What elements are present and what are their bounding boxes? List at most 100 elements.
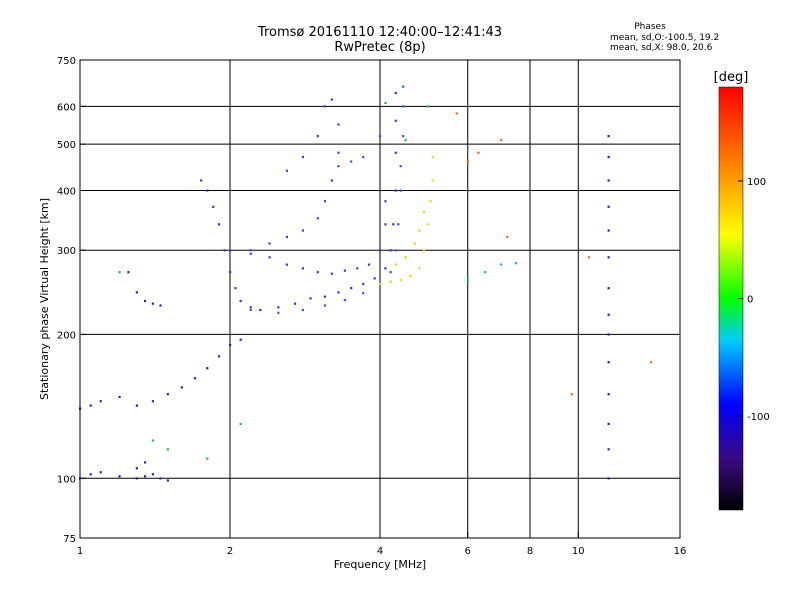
y-tick-label: 400	[57, 186, 76, 197]
y-axis-label: Stationary phase Virtual Height [km]	[38, 198, 51, 400]
y-tick-label: 75	[63, 534, 76, 545]
x-tick-label: 6	[465, 546, 471, 557]
data-point	[323, 105, 327, 108]
data-point	[239, 422, 242, 426]
data-point	[293, 302, 297, 305]
data-point	[389, 249, 392, 252]
data-point	[500, 263, 503, 266]
data-point	[212, 205, 215, 208]
data-point	[323, 200, 327, 203]
x-axis-label: Frequency [MHz]	[334, 558, 426, 571]
title-block: Tromsø 20161110 12:40:00–12:41:43 RwPret…	[230, 25, 530, 55]
data-point	[343, 269, 347, 272]
data-point	[607, 313, 610, 316]
data-point	[285, 263, 288, 266]
y-tick-label: 300	[57, 246, 76, 257]
data-point	[455, 112, 458, 115]
x-tick-label: 10	[572, 546, 585, 557]
data-point	[402, 105, 405, 108]
data-point	[607, 229, 610, 232]
data-point	[399, 165, 402, 168]
data-point	[249, 252, 252, 255]
data-point	[389, 280, 392, 283]
data-point	[379, 282, 382, 286]
data-point	[285, 169, 288, 172]
chart-title: Tromsø 20161110 12:40:00–12:41:43	[257, 25, 503, 40]
data-point	[607, 477, 610, 480]
data-point	[379, 135, 382, 138]
data-point	[431, 156, 434, 159]
data-point	[404, 256, 407, 259]
data-point	[166, 393, 169, 396]
chart-subtitle: RwPretec (8p)	[334, 40, 426, 55]
data-point	[500, 139, 503, 142]
data-point	[323, 304, 327, 307]
data-point	[362, 282, 365, 286]
data-point	[350, 287, 353, 290]
data-point	[234, 287, 237, 290]
data-point	[418, 229, 421, 232]
x-tick-label: 16	[674, 546, 687, 557]
data-point	[384, 223, 387, 226]
data-point	[389, 271, 392, 274]
data-point	[301, 229, 305, 232]
y-tick-label: 750	[57, 56, 76, 67]
data-point	[384, 267, 387, 270]
data-point	[587, 256, 591, 259]
data-point	[466, 278, 469, 282]
data-point	[607, 135, 610, 138]
data-point	[367, 263, 371, 266]
data-points-layer	[79, 85, 653, 482]
data-point	[477, 151, 480, 154]
data-point	[89, 404, 92, 407]
data-point	[394, 119, 397, 122]
colorbar-tick-label: 0	[747, 295, 753, 306]
phases-box: Phases mean, sd,O:-100.5, 19.2 mean, sd,…	[580, 22, 720, 54]
data-point	[506, 235, 509, 239]
axes-layer: 1 2 4 6 8 10 16 75 100 200 300 400 500 600 750	[57, 56, 686, 557]
data-point	[607, 156, 610, 159]
data-point	[650, 361, 653, 364]
data-point	[362, 292, 365, 295]
data-point	[249, 308, 252, 312]
data-point	[180, 386, 183, 389]
colorbar-ticks: 100 0 -100	[738, 177, 770, 423]
x-tick-label: 8	[527, 546, 533, 557]
x-tick-label: 4	[377, 546, 383, 557]
data-point	[607, 287, 610, 290]
data-point	[394, 151, 397, 154]
data-point	[337, 291, 340, 294]
data-point	[384, 101, 387, 105]
x-tick-label: 2	[227, 546, 233, 557]
grid-layer	[80, 60, 680, 538]
phases-x-stats: mean, sd,X: 98.0, 20.6	[610, 43, 713, 53]
data-point	[229, 344, 232, 347]
y-tick-label: 100	[57, 474, 76, 485]
data-point	[259, 308, 262, 312]
data-point	[277, 306, 280, 309]
data-point	[151, 473, 155, 476]
data-point	[402, 85, 405, 88]
data-point	[217, 355, 221, 358]
data-point	[316, 217, 319, 220]
data-point	[268, 242, 271, 245]
data-point	[277, 311, 280, 314]
colorbar-tick-label: -100	[747, 412, 770, 423]
data-point	[118, 395, 121, 399]
x-tick-label: 1	[77, 546, 83, 557]
data-point	[373, 277, 376, 280]
data-point	[89, 473, 92, 476]
data-point	[429, 200, 432, 203]
data-point	[431, 179, 434, 182]
data-point	[422, 249, 426, 252]
data-point	[143, 475, 147, 478]
data-point	[394, 189, 397, 192]
data-point	[330, 98, 333, 101]
data-point	[166, 479, 169, 482]
data-point	[607, 333, 610, 336]
data-point	[118, 475, 121, 478]
data-point	[118, 271, 121, 274]
data-point	[337, 123, 340, 126]
data-point	[384, 200, 387, 203]
data-point	[135, 477, 138, 480]
